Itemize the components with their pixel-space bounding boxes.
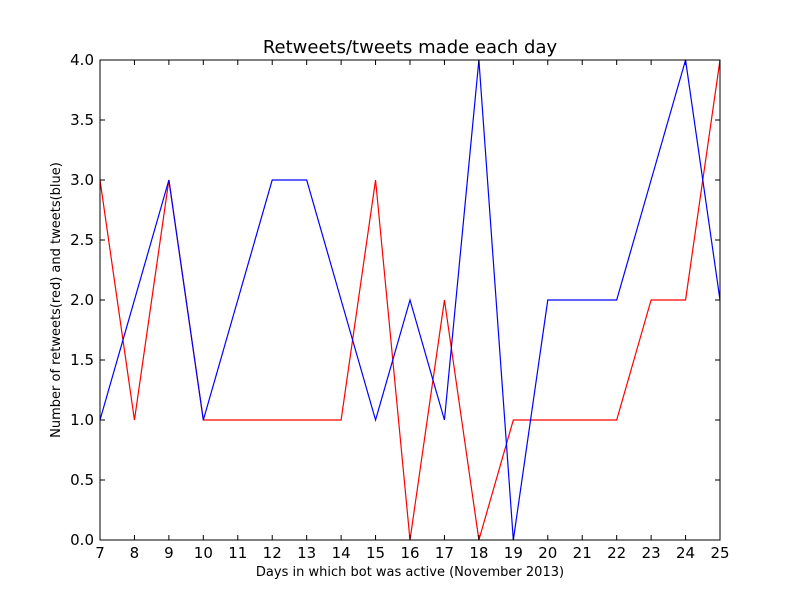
y-tick-label: 2.0: [70, 291, 94, 309]
y-tick-label: 1.5: [70, 351, 94, 369]
y-tick-label: 0.0: [70, 531, 94, 549]
x-axis-label: Days in which bot was active (November 2…: [256, 565, 564, 580]
x-tick-label: 15: [366, 544, 385, 562]
y-tick-label: 2.5: [70, 231, 94, 249]
x-tick-label: 20: [538, 544, 557, 562]
x-axis-ticks: 7 8 9 10 11 12 13 14 15 16 17 18 19 20 21 22 23 24 25: [95, 60, 730, 562]
x-tick-label: 14: [332, 544, 351, 562]
y-axis-ticks: 0.0 0.5 1.0 1.5 2.0 2.5 3.0 3.5 4.0: [70, 51, 720, 549]
y-tick-label: 3.5: [70, 111, 94, 129]
x-tick-label: 13: [297, 544, 316, 562]
y-tick-label: 1.0: [70, 411, 94, 429]
x-tick-label: 7: [95, 544, 105, 562]
x-tick-label: 24: [676, 544, 695, 562]
x-tick-label: 16: [400, 544, 419, 562]
y-tick-label: 3.0: [70, 171, 94, 189]
x-tick-label: 19: [504, 544, 523, 562]
x-tick-label: 11: [228, 544, 247, 562]
x-tick-label: 12: [263, 544, 282, 562]
x-tick-label: 23: [642, 544, 661, 562]
series-line-2: [99, 59, 721, 541]
x-tick-label: 21: [573, 544, 592, 562]
y-axis-label: Number of retweets(red) and tweets(blue): [49, 162, 64, 438]
x-tick-label: 25: [710, 544, 729, 562]
x-tick-label: 10: [194, 544, 213, 562]
x-tick-label: 17: [435, 544, 454, 562]
x-tick-label: 22: [607, 544, 626, 562]
x-tick-label: 8: [130, 544, 140, 562]
x-tick-label: 9: [164, 544, 174, 562]
plot-series: [99, 59, 721, 541]
chart-title: Retweets/tweets made each day: [263, 37, 558, 58]
y-tick-label: 0.5: [70, 471, 94, 489]
x-tick-label: 18: [469, 544, 488, 562]
y-tick-label: 4.0: [70, 51, 94, 69]
